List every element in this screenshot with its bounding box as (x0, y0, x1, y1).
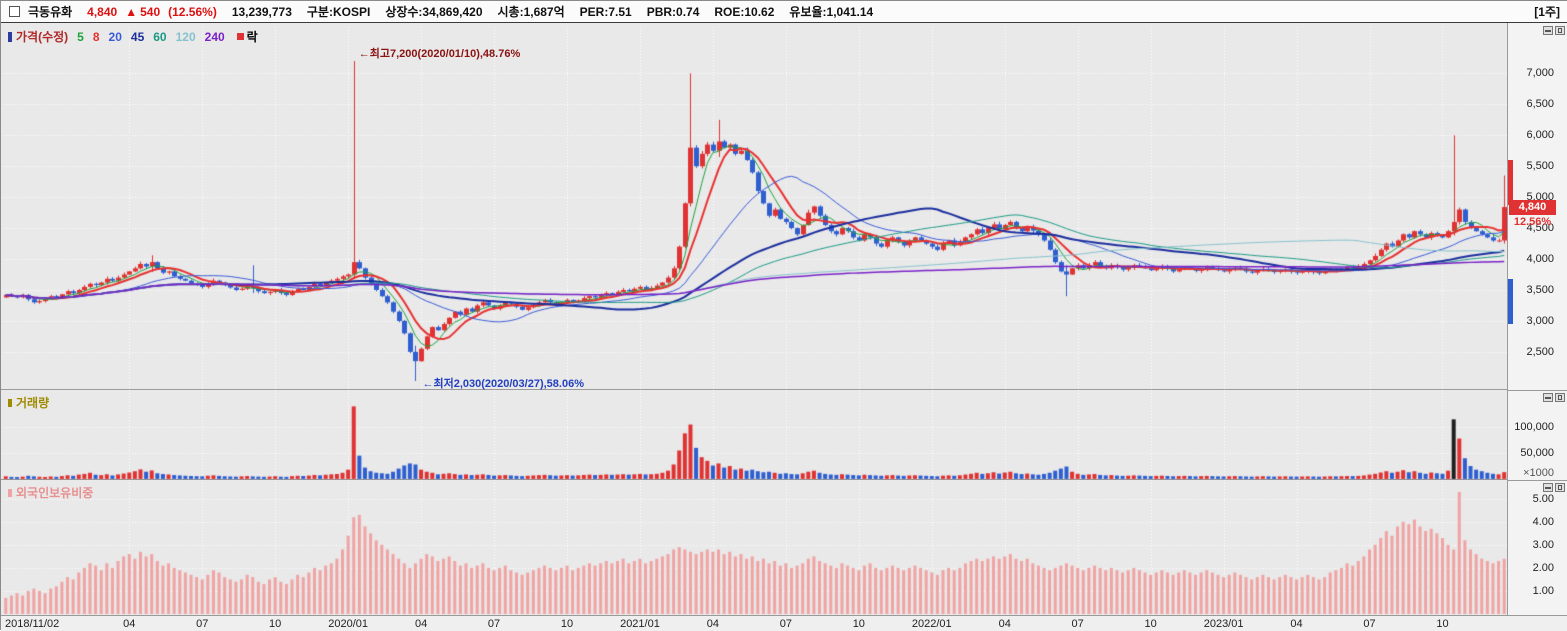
ma-legend-60: 60 (153, 29, 167, 44)
upper-range-bar (1508, 160, 1513, 206)
volume-axis-label: 100,000 (1514, 421, 1554, 434)
low-annotation: ←최저2,030(2020/03/27),58.06% (422, 377, 584, 390)
chart-canvas[interactable] (1, 23, 1507, 615)
foreign-legend: 외국인보유비중 (8, 484, 93, 501)
price-axis-label: 4,000 (1526, 253, 1554, 266)
current-price-badge: 4,840 (1509, 200, 1556, 216)
price-axis-label: 6,000 (1526, 129, 1554, 142)
x-axis-label: 07 (196, 618, 209, 630)
x-axis-label: 2018/11/02 (5, 618, 60, 630)
ma-legend-8: 8 (92, 29, 100, 44)
header-change-value: 540 (140, 4, 161, 19)
price-axis-label: 7,000 (1526, 67, 1554, 80)
ma-legend-240: 240 (204, 29, 225, 44)
x-axis-label: 04 (706, 618, 720, 630)
reserve-ratio-label: 유보율:1,041.14 (789, 5, 874, 19)
stock-checkbox[interactable] (9, 6, 20, 17)
price-axis-label: 5,500 (1526, 160, 1554, 173)
x-axis-label: 07 (1363, 618, 1376, 630)
volume-panel-maximize-icon[interactable] (1555, 393, 1565, 402)
panel-separator (1507, 390, 1567, 391)
current-change-percent: 12.56% (1513, 216, 1552, 229)
x-axis-label: 07 (779, 618, 792, 630)
price-panel-maximize-icon[interactable] (1555, 26, 1565, 35)
market-type-label: 구분:KOSPI (306, 5, 371, 19)
x-axis-label: 10 (269, 618, 282, 630)
period-indicator[interactable]: [1주] (1534, 5, 1560, 19)
market-cap-label: 시총:1,687억 (497, 5, 565, 19)
x-axis-label: 2023/01 (1203, 618, 1244, 630)
ma-legend-20: 20 (108, 29, 122, 44)
header-change-percent: (12.56%) (168, 4, 217, 19)
foreign-axis-label: 4.00 (1532, 515, 1554, 528)
volume-axis-label: 50,000 (1520, 447, 1554, 460)
panel-separator (1507, 480, 1567, 481)
price-legend-marker (8, 31, 12, 42)
rak-label: 락 (246, 30, 258, 44)
x-axis-label: 2021/01 (620, 618, 660, 630)
x-axis: 2018/11/02 04 07 10 2020/01 04 07 10 2021/01 04 07… (1, 615, 1567, 631)
price-axis-label: 2,500 (1526, 345, 1554, 358)
foreign-legend-marker (8, 488, 12, 497)
chart-area: 가격(수정) 5 8 20 45 60 120 240 락 거래량 외국인보유비중 ←최고7… (1, 23, 1567, 631)
foreign-panel-maximize-icon[interactable] (1555, 483, 1565, 492)
per-label: PER:7.51 (579, 4, 632, 19)
ma-legend: 5 8 20 45 60 120 240 (68, 30, 225, 44)
x-axis-label: 04 (414, 618, 428, 630)
foreign-panel-minimize-icon[interactable] (1543, 483, 1553, 492)
price-axis-label: 6,500 (1526, 98, 1554, 111)
header-price: 4,840 (87, 4, 118, 19)
x-axis-label: 04 (1290, 618, 1303, 630)
ma-legend-45: 45 (130, 29, 145, 44)
x-axis-label: 10 (1144, 618, 1157, 630)
price-axis-gutter (1507, 23, 1567, 615)
x-axis-label: 2020/01 (328, 618, 369, 630)
high-annotation: ←최고7,200(2020/01/10),48.76% (358, 48, 521, 61)
x-axis-label: 10 (560, 618, 574, 630)
ma-legend-5: 5 (77, 29, 84, 44)
volume-legend-title: 거래량 (16, 396, 50, 410)
price-panel-minimize-icon[interactable] (1543, 26, 1553, 35)
title-bar: 극동유화 4,840 ▲ 540 (12.56%) 13,239,773 구분:… (1, 1, 1567, 23)
listed-shares-label: 상장수:34,869,420 (385, 5, 483, 19)
volume-panel-minimize-icon[interactable] (1543, 393, 1553, 402)
x-axis-label: 04 (998, 618, 1011, 630)
foreign-axis-label: 2.00 (1532, 561, 1554, 574)
volume-legend-marker (8, 398, 12, 407)
foreign-legend-title: 외국인보유비중 (16, 486, 94, 500)
foreign-axis-label: 3.00 (1532, 538, 1554, 551)
foreign-axis-label: 5.00 (1532, 492, 1554, 505)
x-axis-label: 10 (1436, 618, 1449, 630)
x-axis-label: 10 (852, 618, 865, 630)
foreign-axis-label: 1.00 (1532, 584, 1554, 597)
x-axis-label: 07 (1071, 618, 1084, 630)
x-axis-label: 2022/01 (911, 618, 952, 630)
rak-marker-icon (236, 33, 244, 40)
roe-label: ROE:10.62 (714, 4, 775, 19)
ma-legend-120: 120 (175, 29, 196, 44)
volume-axis-unit: ×1000 (1523, 467, 1554, 479)
lower-range-bar (1508, 278, 1513, 325)
x-axis-label: 07 (487, 618, 501, 630)
x-axis-label: 04 (123, 618, 136, 630)
volume-legend: 거래량 (8, 394, 49, 411)
price-axis-label: 3,500 (1526, 283, 1554, 296)
price-axis-label: 3,000 (1526, 314, 1554, 327)
price-legend: 가격(수정) 5 8 20 45 60 120 240 락 (8, 28, 258, 45)
stock-name: 극동유화 (28, 5, 73, 19)
header-volume: 13,239,773 (231, 4, 292, 19)
pbr-label: PBR:0.74 (646, 4, 700, 19)
up-arrow-icon: ▲ (125, 4, 138, 19)
price-axis-label: 4,500 (1526, 222, 1554, 235)
price-legend-title: 가격(수정) (16, 30, 69, 44)
